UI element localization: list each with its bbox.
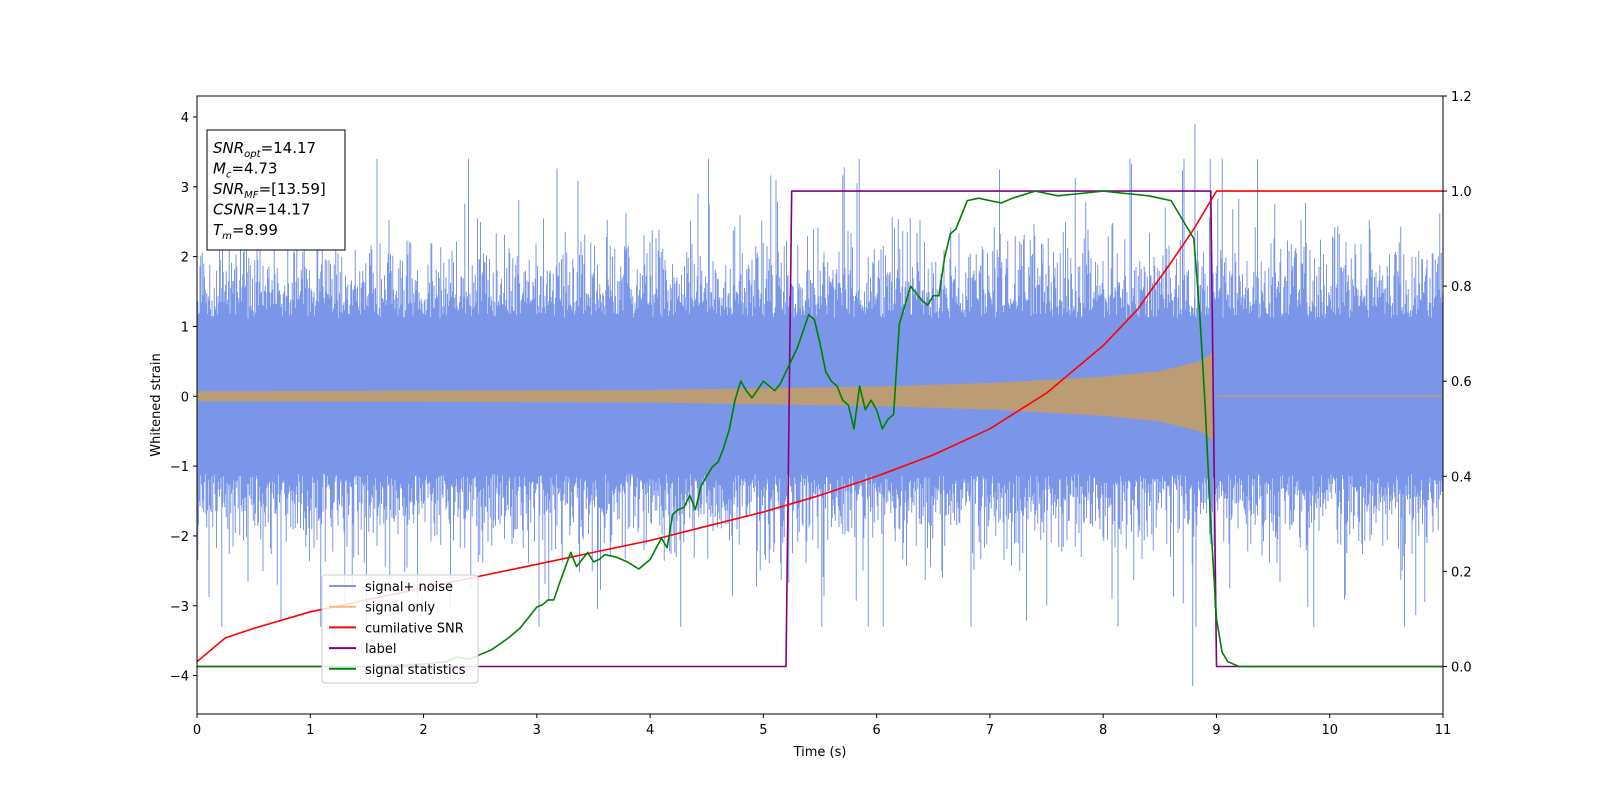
- legend-entry: signal only: [365, 601, 435, 616]
- right-y-tick-label: 0.2: [1451, 565, 1472, 580]
- left-y-tick-label: −2: [170, 530, 189, 545]
- right-y-tick-label: 0.4: [1451, 470, 1472, 485]
- x-tick-label: 0: [193, 723, 201, 738]
- legend-entry: cumilative SNR: [365, 621, 464, 636]
- left-y-tick-label: 3: [181, 181, 189, 196]
- info-box-line: SNRopt=14.17: [213, 139, 316, 160]
- x-axis-label: Time (s): [793, 745, 847, 760]
- x-tick-label: 7: [986, 723, 994, 738]
- x-tick-label: 9: [1212, 723, 1220, 738]
- x-tick-label: 10: [1321, 723, 1338, 738]
- info-box-line: CSNR=14.17: [213, 201, 310, 219]
- left-y-tick-label: −3: [170, 600, 189, 615]
- left-y-tick-label: 0: [181, 390, 189, 405]
- right-y-axis-ticks: 1.2 1.0 0.8 0.6 0.4 0.2 0.0: [1443, 90, 1472, 675]
- legend-entry: signal statistics: [365, 663, 466, 678]
- x-tick-label: 1: [306, 723, 314, 738]
- plot-frame: [196, 95, 1444, 715]
- right-y-tick-label: 0.6: [1451, 375, 1472, 390]
- right-y-tick-label: 0.8: [1451, 280, 1472, 295]
- info-box-frame: [206, 129, 346, 251]
- info-box-line: Mc=4.73: [213, 160, 277, 181]
- left-y-tick-label: 2: [181, 251, 189, 266]
- left-y-tick-label: 1: [181, 320, 189, 335]
- info-box-line: Tm=8.99: [213, 221, 278, 242]
- x-tick-label: 2: [419, 723, 427, 738]
- signal-statistics-line: [197, 190, 1443, 668]
- legend-entry: signal+ noise: [365, 580, 453, 595]
- signal-only-band: [197, 351, 1215, 441]
- x-tick-label: 4: [646, 723, 654, 738]
- y-axis-label: Whitened strain: [149, 353, 164, 456]
- right-y-tick-label: 1.0: [1451, 185, 1472, 200]
- left-y-tick-label: −4: [170, 670, 189, 685]
- right-y-tick-label: 1.2: [1451, 90, 1472, 105]
- x-tick-label: 8: [1099, 723, 1107, 738]
- legend-entry: label: [365, 642, 396, 657]
- left-y-tick-label: 4: [181, 111, 189, 126]
- x-tick-label: 11: [1435, 723, 1452, 738]
- right-y-tick-label: 0.0: [1451, 660, 1472, 675]
- x-tick-label: 5: [759, 723, 767, 738]
- signal-only-series: [197, 351, 1443, 441]
- x-tick-label: 3: [533, 723, 541, 738]
- info-box-line: SNRMF=[13.59]: [213, 180, 326, 201]
- left-y-tick-label: −1: [170, 460, 189, 475]
- legend: signal+ noise signal only cumilative SNR la…: [321, 574, 479, 684]
- left-y-axis-ticks: 4 3 2 1 0 −1 −2 −3 −4: [170, 111, 197, 685]
- info-box: SNRopt=14.17Mc=4.73SNRMF=[13.59]CSNR=14.…: [206, 129, 346, 251]
- legend-frame: [321, 574, 479, 684]
- x-tick-label: 6: [872, 723, 880, 738]
- x-axis-ticks: 0 1 2 3 4 5 6 7 8 9 10 11: [193, 714, 1451, 738]
